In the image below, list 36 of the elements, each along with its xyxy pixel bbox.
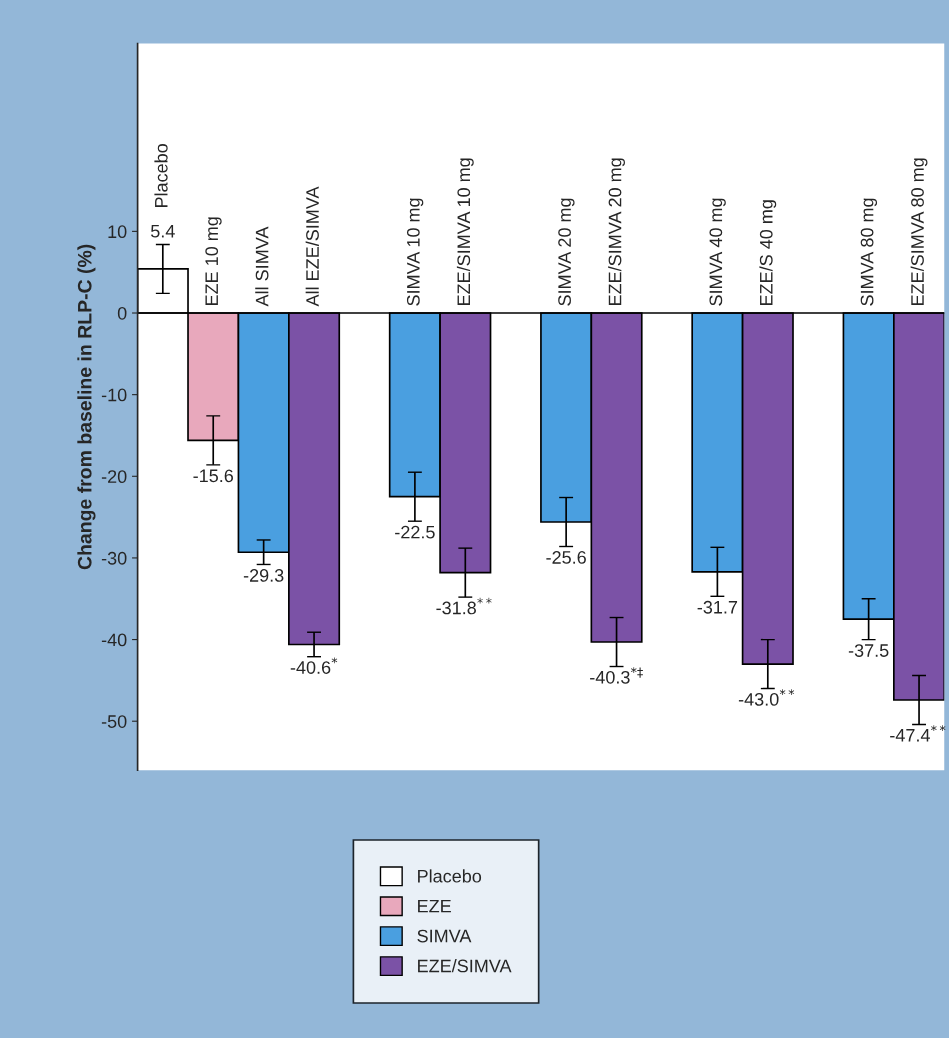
y-tick-label: 0 — [117, 306, 127, 320]
text: -37.5 — [848, 644, 889, 657]
text: -22.5 — [395, 525, 435, 539]
y-tick-label: -10 — [101, 388, 127, 402]
legend-label: EZE — [418, 899, 451, 913]
y-tick-label: -40 — [101, 633, 127, 647]
text: -31.7 — [697, 600, 738, 614]
x-tick-label: Placebo — [154, 144, 168, 208]
text: -15.6 — [193, 469, 234, 483]
text: -43.0$^{**}$ — [738, 689, 795, 706]
text: -40.3$^{*‡}$ — [590, 667, 643, 684]
text: -31.8$^{**}$ — [436, 597, 492, 615]
x-tick-label: EZE/S 40 mg — [759, 200, 777, 305]
text: -40.6$^{*}$ — [290, 657, 338, 674]
y-tick-label: -30 — [101, 551, 127, 565]
text: -29.3 — [243, 569, 284, 582]
y-axis-title: Change from baseline in RLP-C (%) — [77, 244, 96, 570]
x-tick-label: EZE/SIMVA 80 mg — [910, 158, 928, 305]
text: -25.6 — [546, 551, 586, 564]
x-tick-label: SIMVA 20 mg — [558, 198, 575, 306]
text: 5.4 — [150, 225, 175, 238]
legend-label: Placebo — [418, 869, 482, 883]
x-tick-label: EZE 10 mg — [205, 217, 222, 305]
x-tick-label: SIMVA 40 mg — [709, 198, 726, 306]
x-tick-label: All EZE/SIMVA — [305, 186, 319, 307]
x-tick-label: SIMVA 80 mg — [860, 198, 878, 306]
y-tick-label: -20 — [101, 470, 127, 484]
x-tick-label: EZE/SIMVA 20 mg — [608, 158, 625, 305]
x-tick-label: SIMVA 10 mg — [406, 198, 424, 306]
x-tick-label: All SIMVA — [255, 226, 269, 307]
text: -47.4$^{**}$ — [890, 725, 946, 742]
y-tick-label: 10 — [108, 225, 127, 239]
legend-label: SIMVA — [417, 929, 472, 943]
legend-label: EZE/SIMVA — [418, 959, 512, 973]
x-tick-label: EZE/SIMVA 10 mg — [456, 158, 474, 305]
y-tick-label: -50 — [101, 715, 127, 728]
